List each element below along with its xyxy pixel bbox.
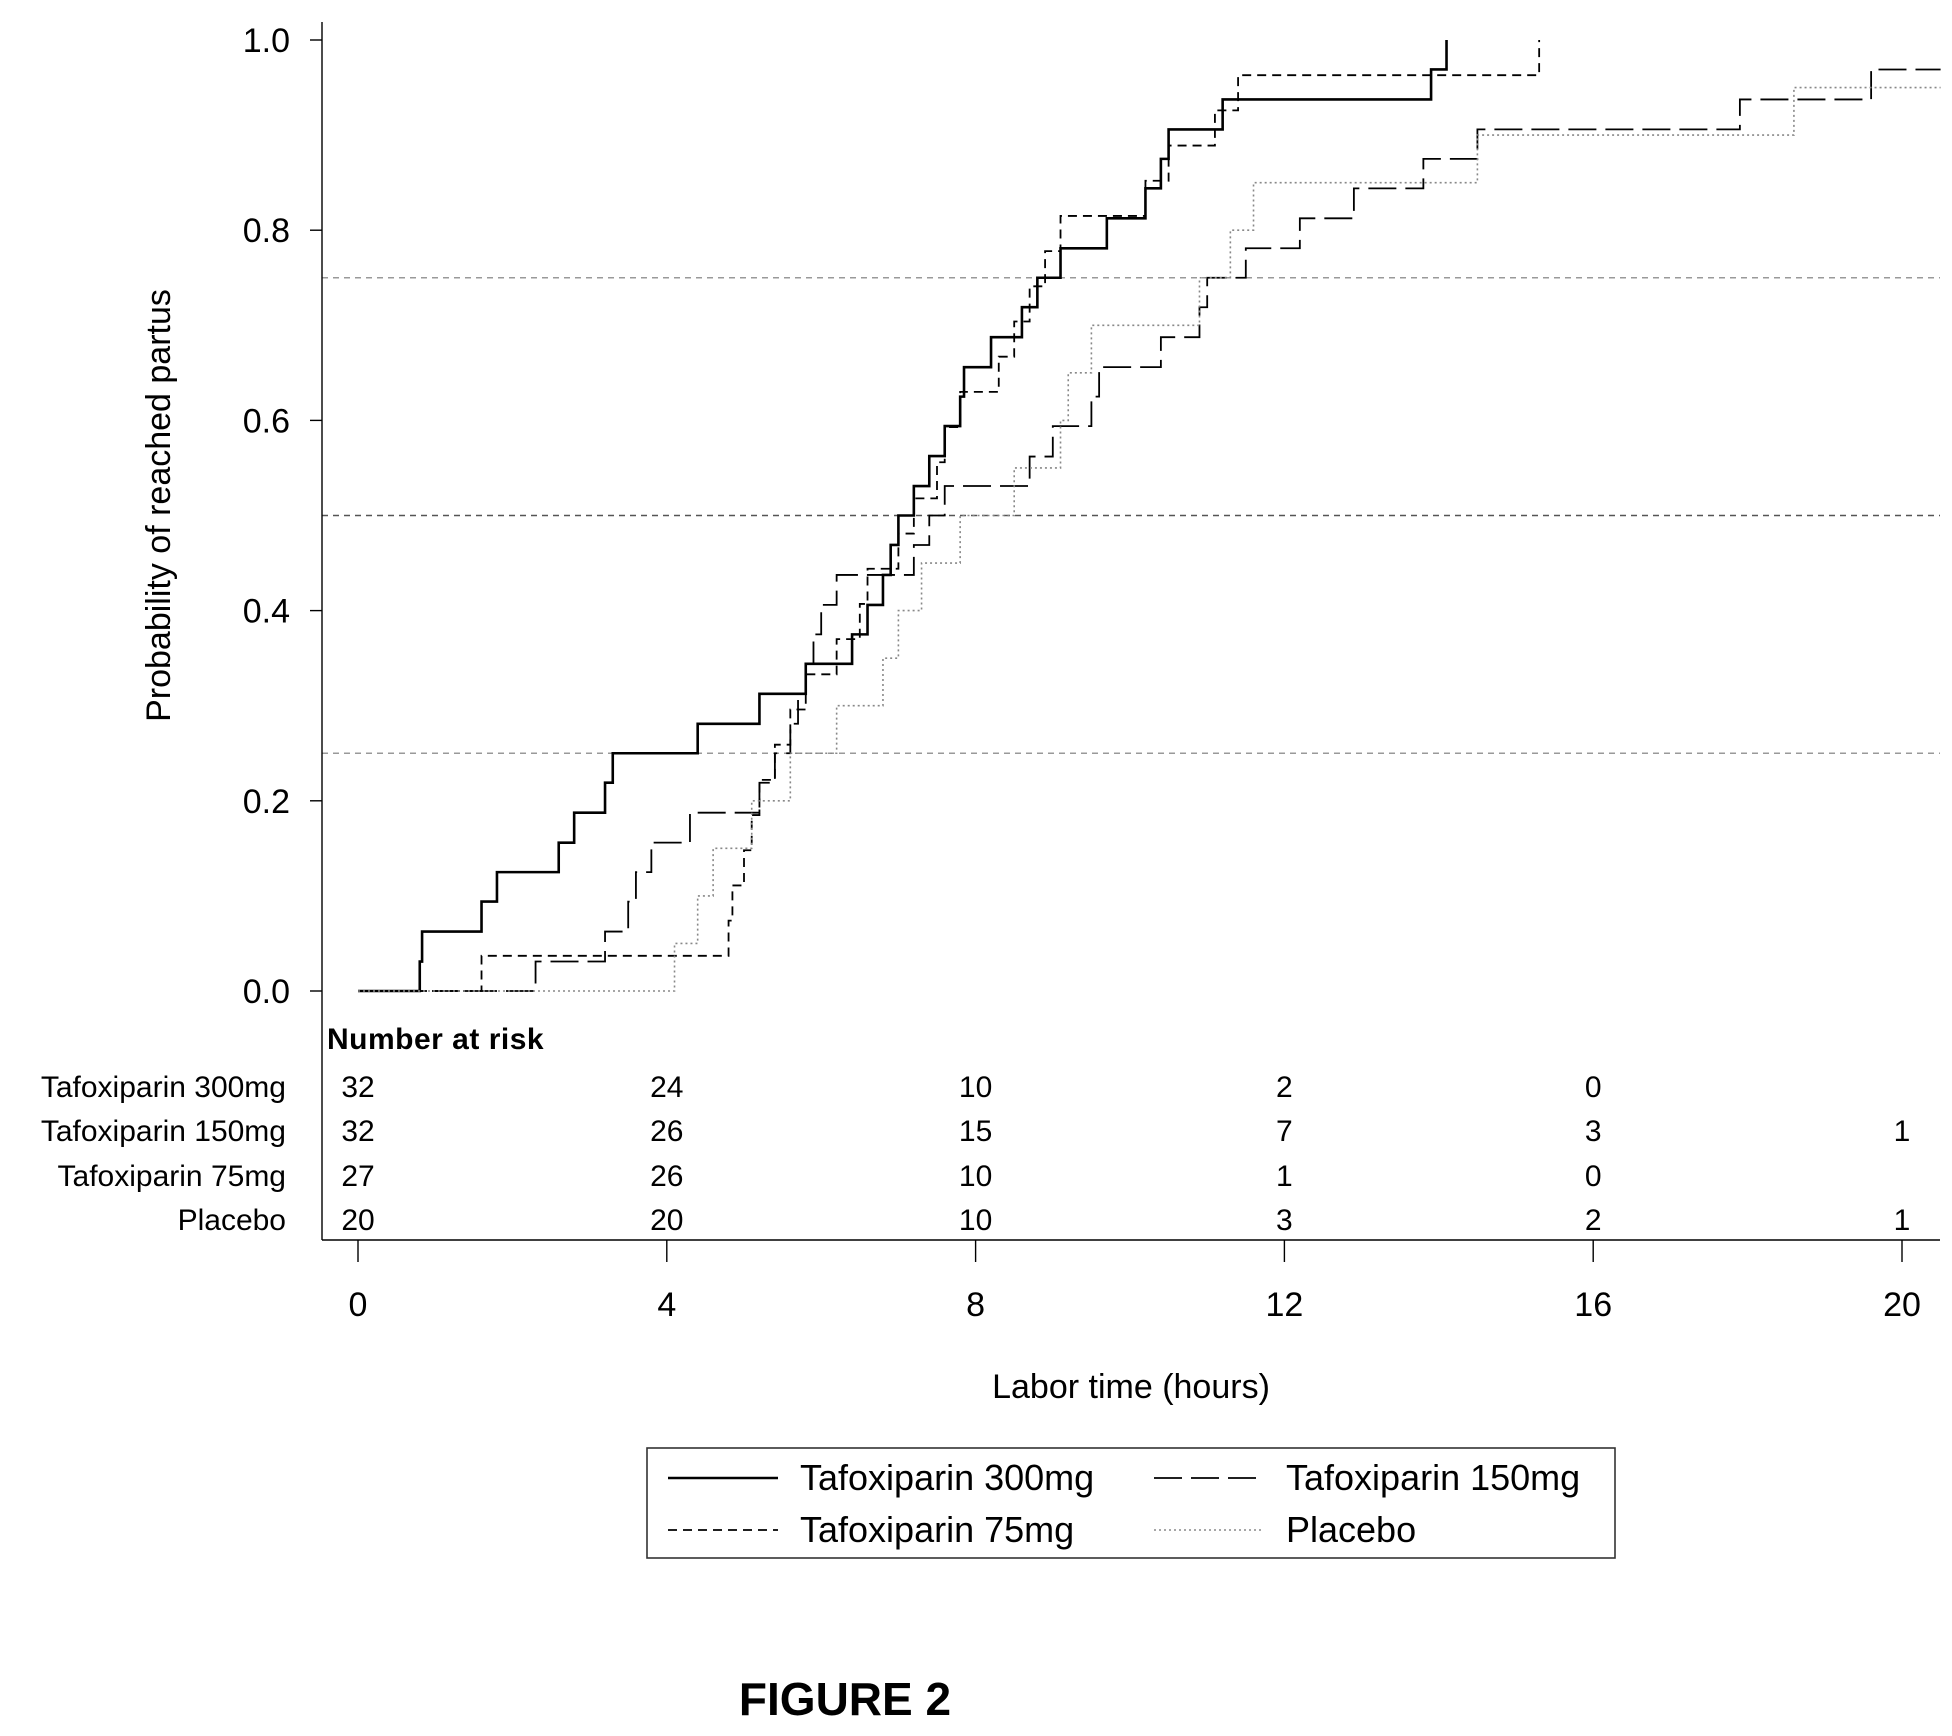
y-tick-label: 0.6 xyxy=(243,402,290,440)
legend-label-1: Tafoxiparin 150mg xyxy=(1286,1457,1580,1498)
risk-count: 32 xyxy=(341,1115,374,1148)
risk-count: 27 xyxy=(341,1160,374,1193)
risk-count: 20 xyxy=(341,1204,374,1237)
risk-count: 0 xyxy=(1585,1160,1602,1193)
plot-area xyxy=(322,40,1941,993)
risk-count: 1 xyxy=(1894,1115,1911,1148)
y-tick-label: 0.0 xyxy=(243,973,290,1011)
risk-count: 3 xyxy=(1585,1115,1602,1148)
risk-table-title: Number at risk xyxy=(327,1023,544,1056)
y-tick-label: 0.4 xyxy=(243,593,290,631)
x-tick-label: 4 xyxy=(657,1286,676,1324)
risk-row-label: Tafoxiparin 300mg xyxy=(41,1071,286,1104)
legend-label-2: Tafoxiparin 75mg xyxy=(800,1509,1074,1550)
legend-label-3: Placebo xyxy=(1286,1509,1416,1550)
figure-label: FIGURE 2 xyxy=(738,1673,952,1725)
x-tick-label: 8 xyxy=(966,1286,985,1324)
series-line-2 xyxy=(358,40,1541,992)
y-axis-label: Probability of reached partus xyxy=(140,289,178,722)
risk-count: 10 xyxy=(959,1204,992,1237)
risk-count: 15 xyxy=(959,1115,992,1148)
x-tick-label: 12 xyxy=(1265,1286,1303,1324)
series-line-0 xyxy=(358,40,1448,993)
y-tick-label: 0.2 xyxy=(243,783,290,821)
risk-count: 1 xyxy=(1894,1204,1911,1237)
legend-label-0: Tafoxiparin 300mg xyxy=(800,1457,1094,1498)
y-tick-label: 1.0 xyxy=(243,22,290,60)
risk-count: 0 xyxy=(1585,1071,1602,1104)
risk-count: 10 xyxy=(959,1160,992,1193)
risk-count: 32 xyxy=(341,1071,374,1104)
risk-row-label: Tafoxiparin 150mg xyxy=(41,1115,286,1148)
x-tick-label: 0 xyxy=(349,1286,368,1324)
series-line-1 xyxy=(358,68,1941,992)
risk-row-label: Placebo xyxy=(178,1204,286,1237)
risk-count: 26 xyxy=(650,1160,683,1193)
risk-count: 7 xyxy=(1276,1115,1293,1148)
risk-count: 3 xyxy=(1276,1204,1293,1237)
risk-count: 26 xyxy=(650,1115,683,1148)
risk-count: 1 xyxy=(1276,1160,1293,1193)
risk-count: 10 xyxy=(959,1071,992,1104)
risk-row-label: Tafoxiparin 75mg xyxy=(58,1160,286,1193)
legend: Tafoxiparin 300mg Tafoxiparin 150mg Tafoxi… xyxy=(646,1447,1616,1559)
x-tick-label: 20 xyxy=(1883,1286,1921,1324)
risk-count: 20 xyxy=(650,1204,683,1237)
x-axis-label: Labor time (hours) xyxy=(992,1368,1270,1406)
axes: 0.0 0.2 0.4 0.6 0.8 1.0 Probability of reached… xyxy=(140,22,1940,1406)
risk-count: 2 xyxy=(1585,1204,1602,1237)
risk-count: 24 xyxy=(650,1071,683,1104)
y-tick-label: 0.8 xyxy=(243,212,290,250)
x-tick-label: 16 xyxy=(1574,1286,1612,1324)
series-line-3 xyxy=(358,86,1941,992)
legend-box xyxy=(646,1447,1616,1559)
risk-count: 2 xyxy=(1276,1071,1293,1104)
